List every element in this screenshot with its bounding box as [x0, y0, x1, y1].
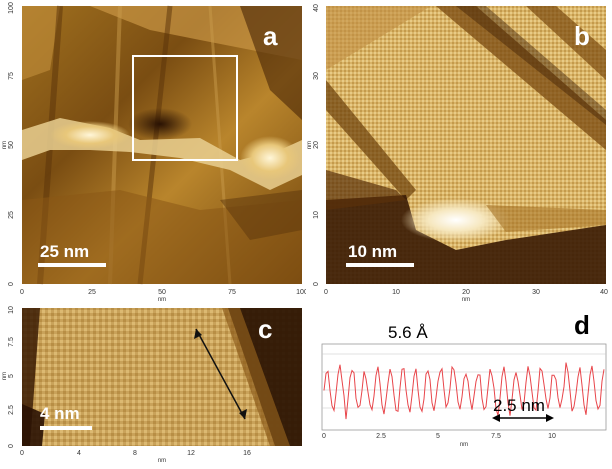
svg-text:0: 0 [322, 433, 326, 440]
afm-panel-c: 4 nm c 0 4 8 12 16 nm 0 2.5 5 7.5 10 nm [0, 304, 306, 464]
svg-text:nm: nm [158, 458, 166, 464]
svg-text:100: 100 [296, 289, 306, 296]
period-label: 2.5 nm [493, 396, 545, 415]
svg-text:8: 8 [133, 450, 137, 457]
svg-text:10: 10 [392, 289, 400, 296]
svg-text:20: 20 [313, 141, 320, 149]
svg-text:nm: nm [460, 442, 468, 448]
svg-text:5: 5 [436, 433, 440, 440]
height-annotation: 5.6 Å [388, 323, 428, 342]
svg-text:30: 30 [313, 72, 320, 80]
svg-text:75: 75 [228, 289, 236, 296]
svg-text:0: 0 [20, 450, 24, 457]
svg-text:7.5: 7.5 [491, 433, 501, 440]
panel-label-d: d [574, 310, 590, 340]
svg-text:12: 12 [187, 450, 195, 457]
x-axis-c: 0 4 8 12 16 nm [20, 450, 251, 464]
afm-image-c [22, 308, 302, 446]
svg-text:0: 0 [20, 289, 24, 296]
svg-text:2.5: 2.5 [376, 433, 386, 440]
x-axis-a: 0 25 50 75 100 nm [20, 289, 308, 303]
scale-bar-c [40, 426, 92, 430]
zoom-region-box [132, 55, 238, 161]
svg-text:4: 4 [77, 450, 81, 457]
y-axis-b: 0 10 20 30 40 nm [307, 4, 320, 286]
panel-label-c: c [258, 314, 272, 344]
svg-text:0: 0 [8, 282, 15, 286]
afm-image-b [326, 6, 606, 284]
svg-text:nm: nm [307, 141, 313, 149]
y-axis-c: 0 2.5 5 7.5 10 nm [2, 306, 15, 448]
period-arrow-c [195, 328, 246, 420]
svg-text:nm: nm [2, 372, 8, 380]
svg-text:0: 0 [8, 444, 15, 448]
svg-text:0: 0 [324, 289, 328, 296]
svg-text:20: 20 [462, 289, 470, 296]
line-profile-panel-d: 5.6 Å 2.5 nm d 0 2.5 5 7.5 10 nm [306, 304, 612, 464]
svg-text:50: 50 [8, 141, 15, 149]
svg-text:7.5: 7.5 [8, 337, 15, 347]
scale-label-a: 25 nm [40, 242, 89, 261]
svg-text:50: 50 [158, 289, 166, 296]
svg-text:nm: nm [462, 297, 470, 303]
svg-text:40: 40 [313, 4, 320, 12]
svg-text:25: 25 [8, 211, 15, 219]
panel-label-b: b [574, 21, 590, 51]
afm-image-a [22, 5, 302, 285]
profile-plot-area [321, 343, 607, 431]
svg-text:0: 0 [313, 282, 320, 286]
scale-bar-a [38, 263, 106, 267]
svg-text:10: 10 [548, 433, 556, 440]
svg-text:40: 40 [600, 289, 608, 296]
svg-text:nm: nm [2, 141, 8, 149]
svg-text:5: 5 [8, 374, 15, 378]
svg-text:25: 25 [88, 289, 96, 296]
svg-text:nm: nm [158, 297, 166, 303]
scale-label-b: 10 nm [348, 242, 397, 261]
afm-panel-a: 25 nm a 0 25 50 75 100 nm 0 25 50 75 100… [0, 0, 308, 304]
svg-text:30: 30 [532, 289, 540, 296]
svg-text:75: 75 [8, 72, 15, 80]
svg-text:2.5: 2.5 [8, 405, 15, 415]
svg-text:10: 10 [8, 306, 15, 314]
svg-text:16: 16 [243, 450, 251, 457]
panel-label-a: a [263, 21, 278, 51]
x-axis-b: 0 10 20 30 40 nm [324, 289, 608, 303]
scale-label-c: 4 nm [40, 404, 80, 423]
scale-bar-b [346, 263, 414, 267]
x-axis-d: 0 2.5 5 7.5 10 nm [322, 433, 556, 448]
svg-text:100: 100 [8, 2, 15, 14]
height-profile-line [323, 362, 605, 420]
y-axis-a: 0 25 50 75 100 nm [2, 2, 15, 286]
afm-panel-b: 10 nm b 0 10 20 30 40 nm 0 10 20 30 40 n… [306, 0, 612, 304]
svg-text:10: 10 [313, 211, 320, 219]
